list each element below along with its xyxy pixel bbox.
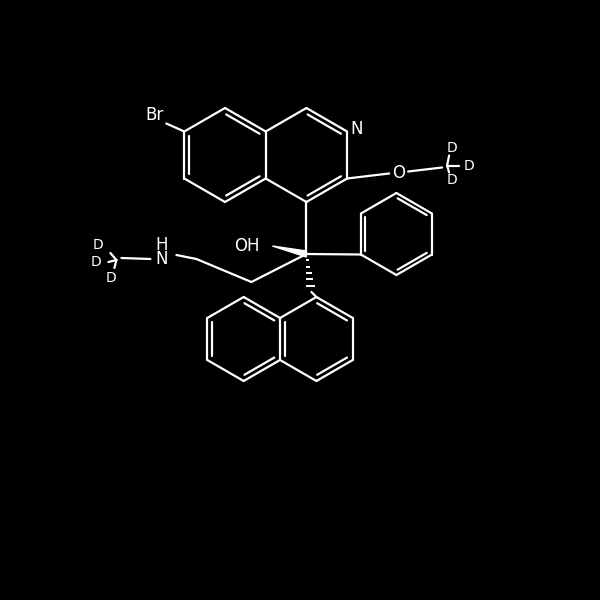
Text: D: D bbox=[91, 255, 102, 269]
Text: D: D bbox=[464, 158, 475, 173]
Text: D: D bbox=[93, 238, 104, 252]
Text: D: D bbox=[106, 271, 117, 285]
Text: N: N bbox=[351, 121, 364, 139]
Text: H: H bbox=[155, 236, 167, 254]
Text: OH: OH bbox=[233, 237, 259, 255]
Polygon shape bbox=[272, 246, 307, 257]
Text: O: O bbox=[392, 164, 406, 182]
Text: N: N bbox=[155, 250, 167, 268]
Text: D: D bbox=[447, 140, 457, 154]
Text: D: D bbox=[447, 173, 457, 187]
Text: Br: Br bbox=[145, 107, 163, 124]
